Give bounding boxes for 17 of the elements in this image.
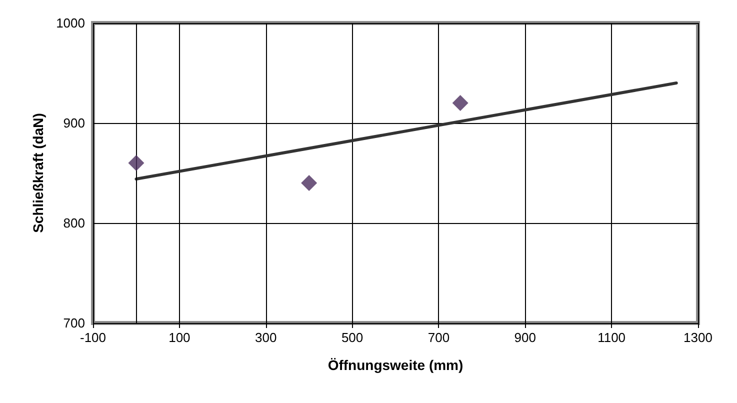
- y-tick-label: 1000: [56, 16, 85, 30]
- x-tick-label: 100: [168, 330, 190, 345]
- y-axis-title: Schließkraft (daN): [30, 113, 46, 233]
- x-tick-label: 700: [428, 330, 450, 345]
- y-tick-label: 700: [63, 316, 85, 330]
- x-axis-title: Öffnungsweite (mm): [328, 357, 464, 373]
- x-tick-label: 900: [514, 330, 536, 345]
- x-tick-label: -100: [80, 330, 106, 345]
- x-tick-label: 300: [255, 330, 277, 345]
- x-tick-label: 1100: [598, 330, 626, 345]
- y-tick-label: 900: [63, 116, 85, 130]
- point: [301, 175, 318, 191]
- y-tick-label: 800: [63, 216, 85, 230]
- x-tick-label: 1300: [684, 330, 712, 345]
- x-tick-label: 500: [341, 330, 364, 345]
- point: [128, 155, 144, 171]
- point: [452, 95, 468, 111]
